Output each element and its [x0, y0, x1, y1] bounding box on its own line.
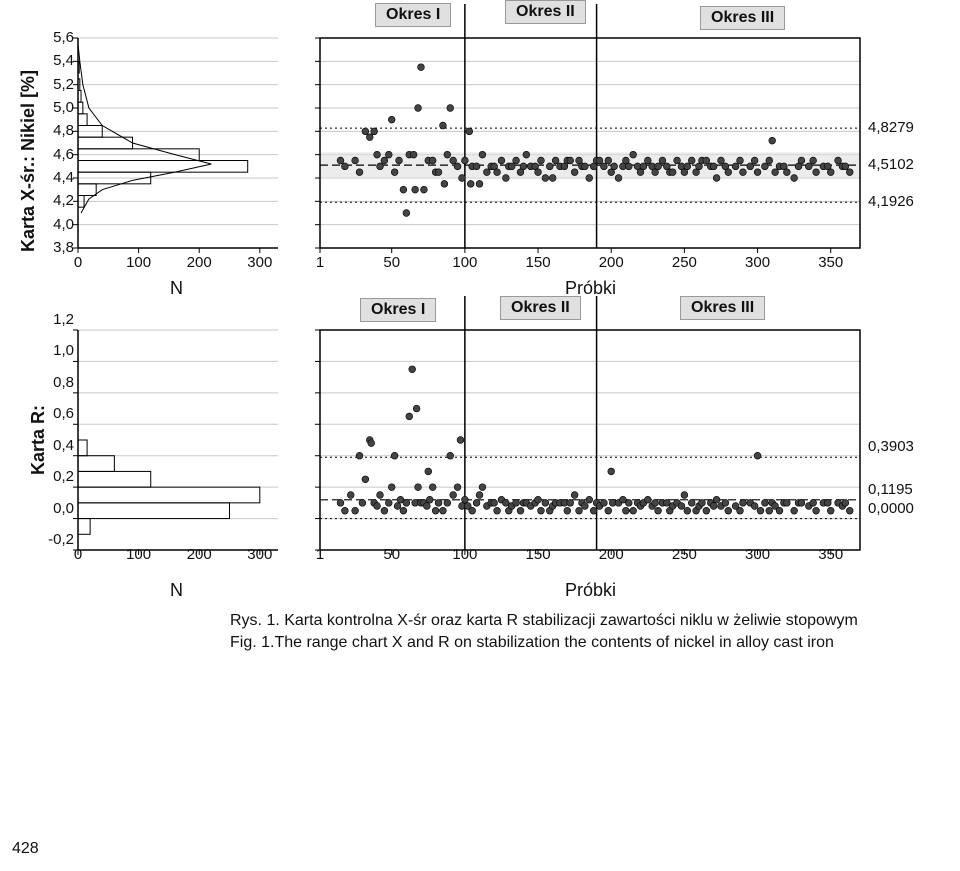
- ytick-label: 4,2: [40, 192, 74, 209]
- top-scatter-panel: [320, 38, 860, 248]
- xtick-label: 250: [669, 254, 699, 271]
- xlabel-bot-hist: N: [170, 580, 183, 601]
- xtick-label: 350: [816, 546, 846, 563]
- xtick-label: 300: [245, 254, 275, 271]
- xtick-label: 0: [63, 254, 93, 271]
- limit-label-cl: 0,1195: [868, 481, 913, 498]
- xtick-label: 1: [305, 254, 335, 271]
- ytick-label: 4,8: [40, 122, 74, 139]
- page-number: 428: [12, 840, 39, 858]
- period-label-bot-2: Okres II: [500, 296, 581, 320]
- xtick-label: 100: [450, 546, 480, 563]
- ytick-label: 4,4: [40, 169, 74, 186]
- xtick-label: 300: [245, 546, 275, 563]
- bot-histogram-panel: [78, 330, 278, 550]
- ytick-label: 0,0: [40, 500, 74, 517]
- limit-label-ucl: 4,8279: [868, 119, 914, 136]
- period-label-top-3: Okres III: [700, 6, 785, 30]
- limit-label-ucl: 0,3903: [868, 438, 914, 455]
- ytick-label: 5,0: [40, 99, 74, 116]
- xtick-label: 150: [523, 254, 553, 271]
- xtick-label: 200: [184, 254, 214, 271]
- xtick-label: 250: [669, 546, 699, 563]
- period-label-top-2: Okres II: [505, 0, 586, 24]
- xlabel-bot-scatter: Próbki: [565, 580, 616, 601]
- ytick-label: 0,2: [40, 468, 74, 485]
- period-label-bot-1: Okres I: [360, 298, 436, 322]
- xtick-label: 50: [377, 546, 407, 563]
- xlabel-top-hist: N: [170, 278, 183, 299]
- caption-en: Fig. 1.The range chart X and R on stabil…: [230, 632, 834, 654]
- xtick-label: 100: [450, 254, 480, 271]
- ytick-label: 5,6: [40, 29, 74, 46]
- ytick-label: 0,6: [40, 405, 74, 422]
- xtick-label: 300: [743, 254, 773, 271]
- ylabel-top: Karta X-śr.: Nikiel [%]: [18, 70, 39, 252]
- bot-scatter-panel: [320, 330, 860, 550]
- ytick-label: 5,2: [40, 76, 74, 93]
- ytick-label: 0,4: [40, 437, 74, 454]
- xtick-label: 0: [63, 546, 93, 563]
- ytick-label: 1,0: [40, 342, 74, 359]
- xtick-label: 50: [377, 254, 407, 271]
- xtick-label: 200: [184, 546, 214, 563]
- limit-label-cl: 4,5102: [868, 156, 914, 173]
- ytick-label: 4,6: [40, 146, 74, 163]
- period-label-top-1: Okres I: [375, 3, 451, 27]
- xtick-label: 1: [305, 546, 335, 563]
- ytick-label: 5,4: [40, 52, 74, 69]
- xtick-label: 100: [124, 254, 154, 271]
- xtick-label: 150: [523, 546, 553, 563]
- xtick-label: 350: [816, 254, 846, 271]
- period-label-bot-3: Okres III: [680, 296, 765, 320]
- ytick-label: 0,8: [40, 374, 74, 391]
- ytick-label: 1,2: [40, 311, 74, 328]
- xtick-label: 200: [596, 546, 626, 563]
- top-histogram-panel: [78, 38, 278, 248]
- limit-label-lcl: 4,1926: [868, 193, 914, 210]
- ytick-label: 4,0: [40, 216, 74, 233]
- limit-label-lcl: 0,0000: [868, 500, 914, 517]
- xtick-label: 300: [743, 546, 773, 563]
- xtick-label: 100: [124, 546, 154, 563]
- caption-pl: Rys. 1. Karta kontrolna X-śr oraz karta …: [230, 610, 858, 632]
- xtick-label: 200: [596, 254, 626, 271]
